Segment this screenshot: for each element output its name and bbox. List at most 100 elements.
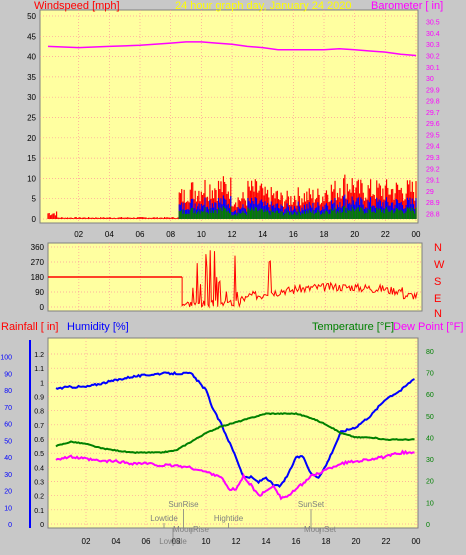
temperature-humidity-panel xyxy=(47,337,419,529)
tick-label-time: 04 xyxy=(105,230,114,239)
tick-label-humidity: 90 xyxy=(4,371,12,378)
tick-label-humidity: 0 xyxy=(8,522,12,529)
tick-label-humidity: 40 xyxy=(4,455,12,462)
tick-label-barometer: 29.9 xyxy=(426,87,440,94)
dewpoint-axis-label: Dew Point [°F] xyxy=(393,321,463,333)
tick-label-direction: 270 xyxy=(31,258,45,267)
tick-label-windspeed: 35 xyxy=(27,73,36,82)
tick-label-humidity: 100 xyxy=(0,355,12,362)
tick-label-humidity: 30 xyxy=(4,472,12,479)
event-label: SunRise xyxy=(168,500,199,509)
tick-label-windspeed: 10 xyxy=(27,174,36,183)
tick-label-windspeed: 5 xyxy=(32,195,37,204)
tick-label-rainfall: 1.1 xyxy=(34,366,44,373)
tick-label-time: 14 xyxy=(258,230,267,239)
tick-label-windspeed: 30 xyxy=(27,93,36,102)
tick-label-barometer: 29.5 xyxy=(426,132,440,139)
tick-label-time: 16 xyxy=(289,230,298,239)
tick-label-temperature: 50 xyxy=(426,414,434,421)
event-label: Lowtide xyxy=(159,537,187,546)
tick-label-temperature: 10 xyxy=(426,500,434,507)
tick-label-temperature: 0 xyxy=(426,522,430,529)
tick-label-windspeed: 0 xyxy=(32,215,37,224)
barometer-line xyxy=(47,41,417,57)
tick-label-temperature: 80 xyxy=(426,349,434,356)
tick-label-barometer: 29.7 xyxy=(426,110,440,117)
tick-label-barometer: 30.1 xyxy=(426,65,440,72)
tick-label-humidity: 80 xyxy=(4,388,12,395)
tick-label-temperature: 70 xyxy=(426,370,434,377)
event-label: Lowtide xyxy=(150,514,178,523)
tick-label-barometer: 30 xyxy=(426,76,434,83)
tick-label-time: 22 xyxy=(381,230,390,239)
tick-label-barometer: 29.6 xyxy=(426,121,440,128)
tick-label-rainfall: 0.5 xyxy=(34,451,44,458)
tick-label-humidity: 50 xyxy=(4,438,12,445)
compass-label-n-top: N xyxy=(434,242,442,254)
tick-label-windspeed: 40 xyxy=(27,53,36,62)
tick-label-time: 00 xyxy=(412,537,421,546)
tick-label-barometer: 29.3 xyxy=(426,155,440,162)
wind-direction-noise-line xyxy=(181,250,418,309)
tick-label-time: 22 xyxy=(382,537,391,546)
barometer-axis-label: Barometer [ in] xyxy=(371,0,443,12)
tick-label-direction: 90 xyxy=(35,288,44,297)
tick-label-time: 10 xyxy=(197,230,206,239)
tick-label-barometer: 29 xyxy=(426,189,434,196)
tick-label-temperature: 40 xyxy=(426,435,434,442)
tick-label-time: 00 xyxy=(412,230,421,239)
tick-label-barometer: 30.5 xyxy=(426,20,440,27)
tick-label-temperature: 20 xyxy=(426,479,434,486)
tick-label-rainfall: 0.8 xyxy=(34,409,44,416)
tick-label-barometer: 30.3 xyxy=(426,42,440,49)
tick-label-time: 20 xyxy=(352,537,361,546)
tick-label-windspeed: 45 xyxy=(27,32,36,41)
tick-label-barometer: 29.2 xyxy=(426,166,440,173)
tick-label-rainfall: 0.6 xyxy=(34,437,44,444)
tick-label-time: 12 xyxy=(232,537,241,546)
tick-label-barometer: 29.4 xyxy=(426,144,440,151)
tick-label-time: 14 xyxy=(262,537,271,546)
tick-label-humidity: 20 xyxy=(4,489,12,496)
event-label: SunSet xyxy=(298,500,325,509)
tick-label-time: 08 xyxy=(166,230,175,239)
tick-label-humidity: 70 xyxy=(4,405,12,412)
compass-label-s: S xyxy=(434,276,441,288)
tick-label-direction: 0 xyxy=(40,303,45,312)
tick-label-direction: 360 xyxy=(31,243,45,252)
tick-label-time: 08 xyxy=(172,537,181,546)
event-label: MoonSet xyxy=(304,525,337,534)
tick-label-barometer: 29.1 xyxy=(426,178,440,185)
event-label: Hightide xyxy=(214,514,244,523)
tick-label-humidity: 10 xyxy=(4,505,12,512)
tick-label-time: 16 xyxy=(292,537,301,546)
tick-label-rainfall: 0.2 xyxy=(34,494,44,501)
windspeed-axis-label: Windspeed [mph] xyxy=(34,0,120,12)
humidity-axis-label: Humidity [%] xyxy=(67,321,129,333)
tick-label-time: 02 xyxy=(74,230,83,239)
tick-label-windspeed: 50 xyxy=(27,12,36,21)
tick-label-rainfall: 0.1 xyxy=(34,508,44,515)
tick-label-rainfall: 0.7 xyxy=(34,423,44,430)
tick-label-temperature: 30 xyxy=(426,457,434,464)
tick-label-windspeed: 25 xyxy=(27,114,36,123)
tick-label-rainfall: 1.2 xyxy=(34,352,44,359)
tick-label-time: 02 xyxy=(82,537,91,546)
tick-label-humidity: 60 xyxy=(4,422,12,429)
tick-label-barometer: 30.2 xyxy=(426,53,440,60)
rainfall-axis-label: Rainfall [ in] xyxy=(1,321,58,333)
tick-label-direction: 180 xyxy=(31,273,45,282)
tick-label-time: 20 xyxy=(350,230,359,239)
chart-title: 24 hour graph day, January 24 2020 xyxy=(175,0,352,12)
compass-label-n-bottom: N xyxy=(434,308,442,320)
dew-point-line xyxy=(55,449,415,501)
tick-label-time: 06 xyxy=(136,230,145,239)
compass-label-e: E xyxy=(434,293,441,305)
tick-label-windspeed: 15 xyxy=(27,154,36,163)
tick-label-time: 18 xyxy=(320,230,329,239)
tick-label-barometer: 28.8 xyxy=(426,211,440,218)
tick-label-rainfall: 0.9 xyxy=(34,395,44,402)
temperature-axis-label: Temperature [°F] xyxy=(312,321,394,333)
